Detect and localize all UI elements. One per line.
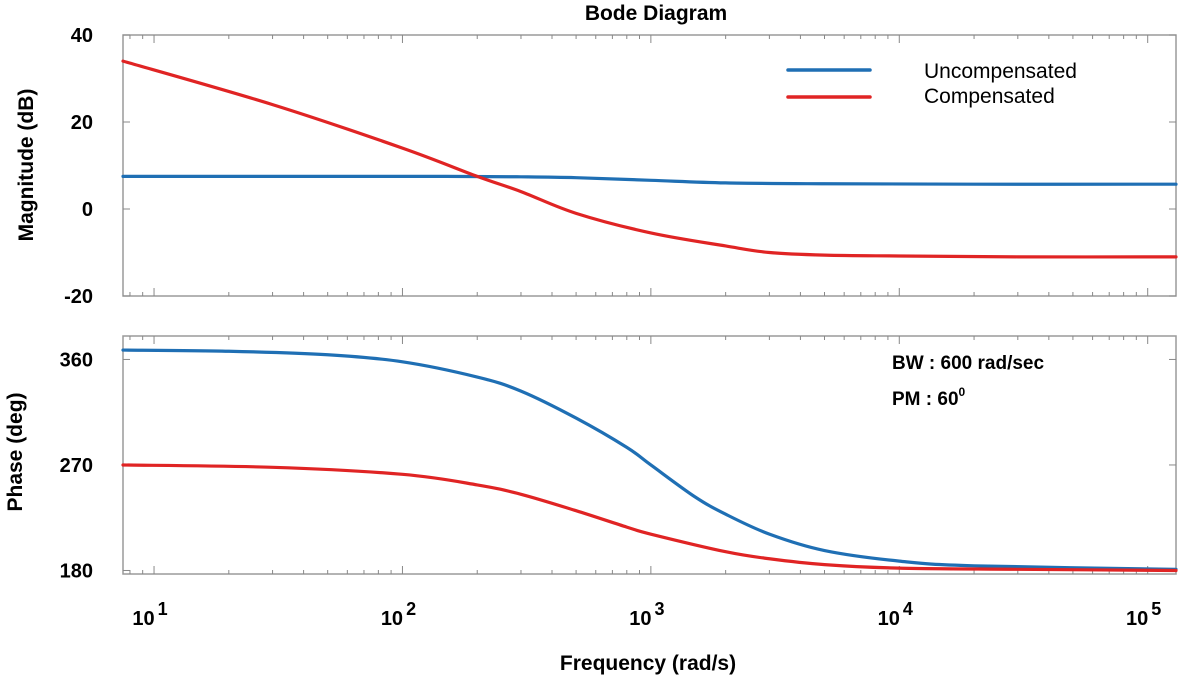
frequency-xlabel: Frequency (rad/s) [560,652,736,675]
x-tick-label: 10 1 [132,599,167,630]
legend-label-compensated: Compensated [924,85,1055,108]
bandwidth-annotation: BW : 600 rad/sec [892,353,1044,374]
phase-y-tick-label: 270 [60,455,93,477]
phase-ylabel: Phase (deg) [4,392,27,511]
x-tick-label: 10 3 [629,599,664,630]
x-tick-label: 10 2 [381,599,416,630]
magnitude-y-tick-label: 0 [82,199,93,221]
phase-series-compensated [121,463,1178,573]
magnitude-plot: Magnitude (dB) 40 20 0 -20 [15,25,1178,308]
x-tick-label: 10 4 [878,599,913,630]
x-tick-label: 10 5 [1126,599,1161,630]
legend-label-uncompensated: Uncompensated [924,60,1077,83]
legend: Uncompensated Compensated [786,60,1077,108]
phase-series-uncompensated [121,348,1178,571]
magnitude-plot-frame [122,34,1177,297]
phase-margin-degree: 0 [959,385,966,399]
phase-plot: Phase (deg) 360 270 180 [4,335,1178,582]
phase-y-tick-label: 180 [60,560,93,582]
phase-y-tick-label: 360 [60,349,93,371]
magnitude-y-tick-label: 40 [71,25,93,47]
annotations: BW : 600 rad/sec PM : 600 [892,353,1044,410]
phase-margin-text: PM : 60 [892,389,959,410]
magnitude-ylabel: Magnitude (dB) [15,89,38,242]
magnitude-y-tick-label: 20 [71,112,93,134]
magnitude-series-uncompensated [121,174,1178,186]
magnitude-series-compensated [121,59,1178,259]
phase-margin-annotation: PM : 600 [892,385,966,410]
magnitude-y-tick-label: -20 [64,286,93,308]
chart-title: Bode Diagram [585,2,727,25]
